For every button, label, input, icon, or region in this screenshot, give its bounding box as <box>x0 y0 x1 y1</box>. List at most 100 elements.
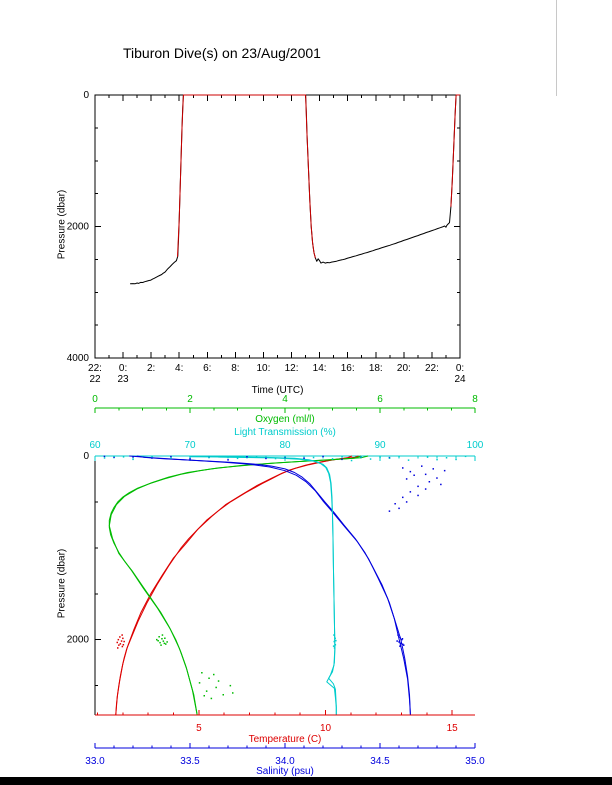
salinity-bottom-cluster <box>399 636 401 639</box>
temperature-bottom-cluster <box>121 645 124 648</box>
transmission-surface-scatter <box>464 455 467 458</box>
oxygen-tick-label: 8 <box>472 394 478 405</box>
salinity-upcast <box>129 455 411 715</box>
oxygen-bottom-cluster <box>156 638 158 641</box>
transmission-surface-scatter <box>113 455 115 458</box>
oxygen-tick-label: 6 <box>377 394 383 405</box>
temperature-bottom-cluster <box>121 634 123 636</box>
temperature-tick-label: 10 <box>320 723 332 734</box>
salinity-tick-label: 35.0 <box>465 756 485 767</box>
salinity-bottom-cluster <box>396 640 398 642</box>
oxygen-deep-scatter <box>205 690 208 692</box>
salinity-upper-spikes <box>428 481 431 483</box>
transmission-surface-scatter <box>341 455 343 457</box>
oxygen-deep-scatter <box>229 684 232 687</box>
salinity-upper-spikes <box>421 465 423 467</box>
salinity-bottom-cluster <box>403 644 405 646</box>
transmission-bottom-cluster <box>334 637 336 640</box>
transmission-surface-scatter <box>208 456 210 458</box>
transmission-surface-scatter <box>455 458 457 461</box>
temperature-bottom-cluster <box>117 638 120 641</box>
x-tick-hour: 6: <box>203 363 211 374</box>
temperature-bottom-cluster <box>122 644 125 646</box>
oxygen-tick-label: 4 <box>282 394 288 405</box>
x-tick-hour: 8: <box>231 363 239 374</box>
x-tick-hour: 14: <box>313 363 327 374</box>
salinity-surface-scatter <box>322 455 324 458</box>
x-tick-hour: 22: <box>88 363 102 374</box>
oxygen-bottom-cluster <box>165 643 167 645</box>
oxygen-bottom-cluster <box>157 640 159 642</box>
salinity-upper-spikes <box>402 467 404 469</box>
temperature-bottom-cluster <box>119 643 122 645</box>
transmission-surface-scatter <box>350 459 353 462</box>
transmission-bottom-cluster <box>334 644 337 646</box>
chart-title: Tiburon Dive(s) on 23/Aug/2001 <box>123 45 321 61</box>
salinity-bottom-cluster <box>402 643 404 645</box>
salinity-upper-spikes <box>417 485 419 488</box>
oxygen-deep-scatter <box>213 673 215 676</box>
salinity-upper-spikes <box>443 469 446 472</box>
transmission-bottom-cluster <box>332 645 335 647</box>
temperature-bottom-cluster <box>116 641 118 644</box>
dive-profile-red-descent-1 <box>177 94 316 259</box>
oxygen-deep-scatter <box>210 697 213 700</box>
window-edge-line <box>556 0 557 96</box>
transmission-bottom-cluster <box>333 647 336 649</box>
bottom-bar <box>0 777 612 785</box>
salinity-surface-scatter <box>170 455 172 458</box>
oxygen-bottom-cluster <box>158 636 160 638</box>
salinity-bottom-cluster <box>400 642 402 645</box>
transmission-tick-label: 60 <box>89 440 101 451</box>
oxygen-deep-scatter <box>208 677 210 679</box>
oxygen-tick-label: 0 <box>92 394 98 405</box>
oxygen-bottom-cluster <box>164 637 166 639</box>
transmission-surface-scatter <box>388 457 391 459</box>
salinity-surface-scatter <box>265 457 267 460</box>
transmission-surface-scatter <box>170 457 172 459</box>
dive-profile-black <box>130 94 460 285</box>
oxygen-deep-scatter <box>222 694 224 696</box>
salinity-surface-scatter <box>341 458 343 461</box>
transmission-surface-scatter <box>407 459 410 461</box>
transmission-tick-label: 80 <box>279 440 291 451</box>
salinity-surface-scatter <box>132 456 134 458</box>
salinity-tick-label: 34.5 <box>370 756 390 767</box>
dive-profile-red-ascent-2 <box>450 94 460 207</box>
x-tick-hour: 16: <box>341 363 355 374</box>
transmission-surface-scatter <box>274 457 277 460</box>
y-tick-label: 2000 <box>67 635 90 646</box>
oxygen-deep-scatter <box>203 695 205 697</box>
salinity-tick-label: 34.0 <box>275 756 295 767</box>
salinity-upper-spikes <box>409 491 412 493</box>
x-tick-day: 22 <box>89 374 101 385</box>
transmission-bottom-cluster <box>333 640 335 643</box>
x-tick-hour: 0: <box>119 363 127 374</box>
salinity-downcast <box>136 455 411 715</box>
transmission-surface-scatter <box>445 457 448 459</box>
transmission-surface-scatter <box>189 456 191 458</box>
salinity-bottom-cluster <box>401 638 404 640</box>
bottom-y-axis-label: Pressure (dbar) <box>56 548 68 619</box>
salinity-bottom-cluster <box>398 641 400 643</box>
transmission-surface-scatter <box>103 457 106 459</box>
temperature-bottom-cluster <box>122 637 124 640</box>
temperature-upcast <box>115 455 353 715</box>
top-chart-frame <box>94 94 461 359</box>
salinity-upper-spikes <box>394 503 396 505</box>
temperature-bottom-cluster <box>120 640 123 642</box>
transmission-surface-scatter <box>312 456 315 459</box>
temperature-axis-label: Temperature (C) <box>248 734 322 745</box>
salinity-axis-label: Salinity (psu) <box>256 766 314 777</box>
salinity-upper-spikes <box>388 510 391 512</box>
temperature-bottom-cluster <box>118 644 120 646</box>
temperature-bottom-cluster <box>119 636 121 638</box>
salinity-surface-scatter <box>103 455 106 458</box>
oxygen-bottom-cluster <box>159 641 161 644</box>
transmission-surface-scatter <box>236 457 239 460</box>
transmission-surface-scatter <box>331 458 334 460</box>
salinity-upper-spikes <box>409 470 412 473</box>
x-tick-hour: 12: <box>285 363 299 374</box>
